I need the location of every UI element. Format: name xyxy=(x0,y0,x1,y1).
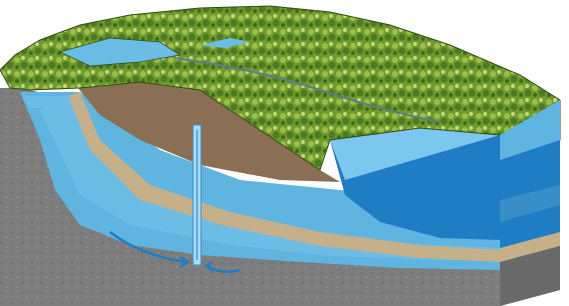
aquifer-illustration xyxy=(0,0,569,306)
